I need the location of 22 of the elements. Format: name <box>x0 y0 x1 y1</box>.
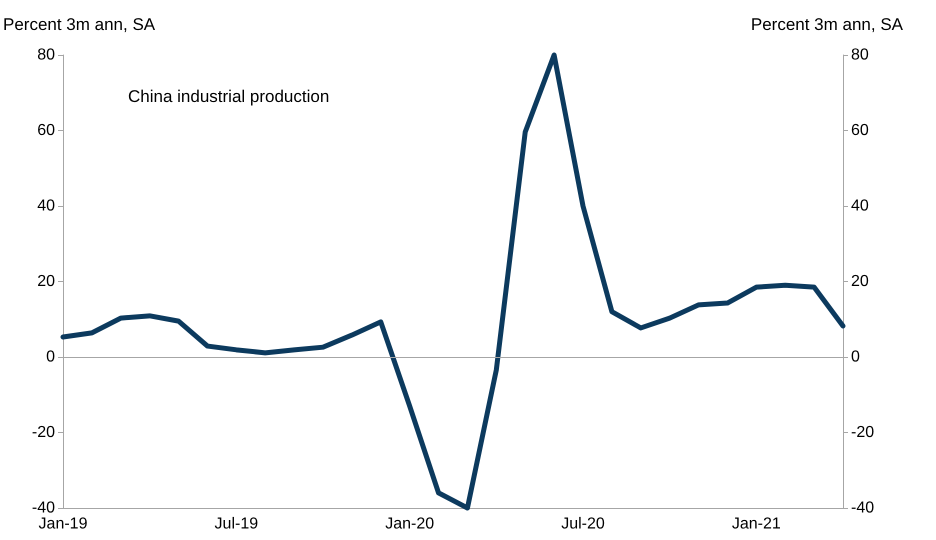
y2-tick-label: -40 <box>851 500 874 516</box>
y-tick-label: 40 <box>37 198 56 214</box>
x-tick-label: Jul-19 <box>214 516 258 532</box>
y2-tick-label: 60 <box>851 122 869 139</box>
y2-tick-label: 40 <box>851 198 869 214</box>
y2-tick-label: 20 <box>851 273 869 290</box>
y2-tick-label: 80 <box>851 46 869 64</box>
x-tick-label: Jan-21 <box>732 516 781 532</box>
x-tick-label: Jan-20 <box>385 516 434 532</box>
y2-tick-label: 0 <box>851 348 860 366</box>
y2-axis-title: Percent 3m ann, SA <box>750 15 904 34</box>
y-axis-title: Percent 3m ann, SA <box>3 15 156 34</box>
y2-tick-label: -20 <box>851 424 874 441</box>
y-tick-label: 0 <box>46 348 56 366</box>
y-tick-label: 60 <box>37 122 56 139</box>
y-tick-label: 80 <box>37 46 56 64</box>
x-tick-label: Jul-20 <box>561 516 605 532</box>
y-tick-label: -40 <box>32 500 56 516</box>
y-tick-label: 20 <box>37 273 56 290</box>
y-tick-label: -20 <box>32 424 56 441</box>
annotation: China industrial production <box>128 87 330 106</box>
x-tick-label: Jan-19 <box>38 516 88 532</box>
